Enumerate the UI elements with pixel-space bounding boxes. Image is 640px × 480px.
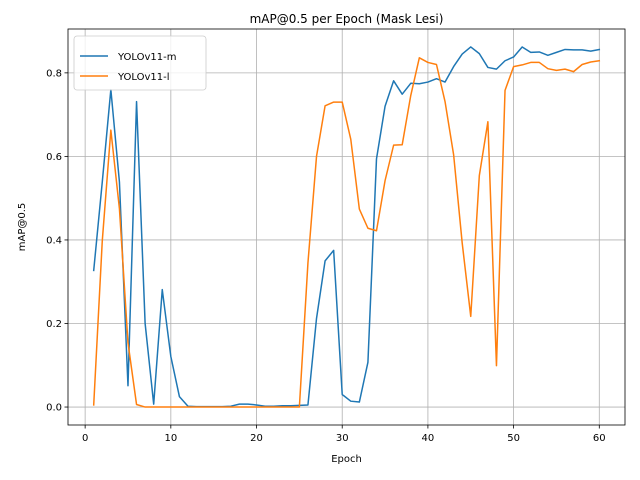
y-tick-label: 0.4 (46, 235, 62, 246)
x-tick-label: 10 (164, 433, 177, 444)
series-lines (92, 46, 601, 408)
legend: YOLOv11-m YOLOv11-l (73, 35, 207, 91)
series-line-yolov11-m (92, 46, 601, 408)
axes-frame (67, 28, 626, 426)
x-tick-label: 60 (593, 433, 606, 444)
x-axis-label: Epoch (331, 454, 362, 465)
y-tick-label: 0.0 (46, 403, 62, 414)
ticks: 0 10 20 30 40 50 60 0.0 0.2 0.4 0.6 0.8 (46, 68, 606, 444)
x-tick-label: 20 (250, 433, 263, 444)
y-tick-label: 0.8 (46, 68, 62, 79)
chart-title: mAP@0.5 per Epoch (Mask Lesi) (250, 12, 444, 26)
legend-label-yolov11-m: YOLOv11-m (117, 52, 177, 63)
x-tick-label: 50 (507, 433, 520, 444)
x-tick-label: 40 (422, 433, 435, 444)
legend-label-yolov11-l: YOLOv11-l (117, 72, 170, 83)
y-tick-label: 0.2 (46, 319, 62, 330)
x-tick-label: 0 (82, 433, 88, 444)
series-line-yolov11-l (92, 57, 601, 408)
y-axis-label: mAP@0.5 (17, 203, 28, 252)
x-tick-label: 30 (336, 433, 349, 444)
y-tick-label: 0.6 (46, 152, 62, 163)
